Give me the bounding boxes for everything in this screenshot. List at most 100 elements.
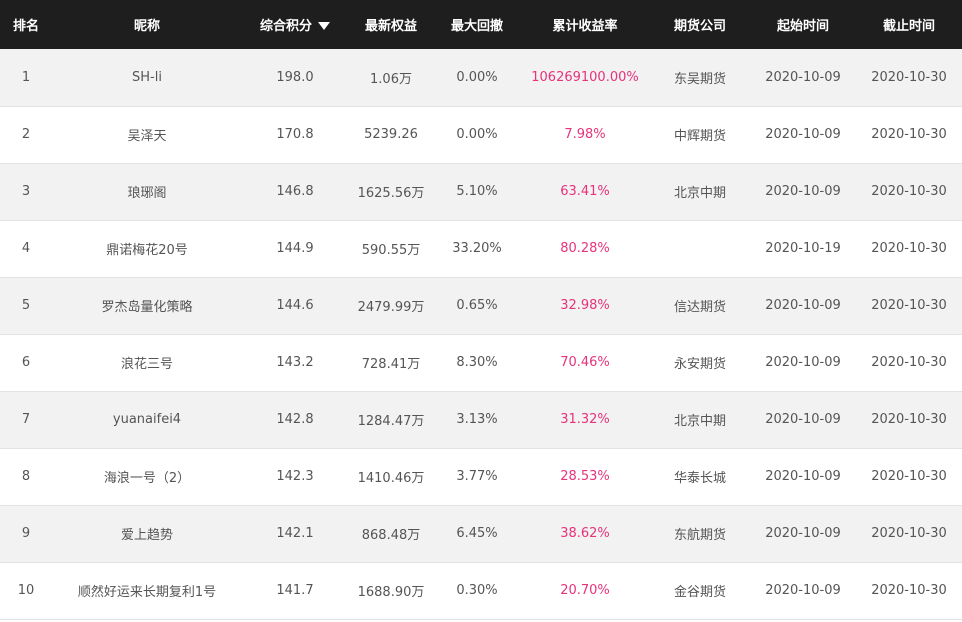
caret-down-icon[interactable]: [318, 21, 330, 30]
cell-company: 中辉期货: [673, 129, 726, 144]
header-score[interactable]: 综合积分: [242, 0, 348, 49]
cell-rank: 6: [21, 355, 31, 370]
cell-return: 38.62%: [560, 526, 610, 541]
cell-nickname[interactable]: 爱上趋势: [120, 528, 173, 543]
cell-return: 31.32%: [560, 412, 610, 427]
cell-company: 东吴期货: [673, 71, 726, 87]
cell-rank: 8: [21, 469, 31, 484]
header-company[interactable]: 期货公司: [673, 19, 726, 34]
cell-rank: 10: [17, 583, 35, 598]
cell-return: 20.70%: [560, 583, 610, 598]
cell-end: 2020-10-30: [871, 69, 947, 85]
cell-company: 金谷期货: [673, 585, 726, 600]
cell-rank: 4: [21, 241, 31, 256]
cell-end: 2020-10-30: [871, 469, 947, 484]
cell-start: 2020-10-09: [765, 526, 841, 541]
header-return[interactable]: 累计收益率: [552, 19, 618, 34]
cell-start: 2020-10-09: [765, 127, 841, 142]
cell-end: 2020-10-30: [871, 241, 947, 256]
header-rank[interactable]: 排名: [12, 19, 39, 34]
cell-drawdown: 33.20%: [452, 241, 502, 256]
table-row[interactable]: 6 浪花三号 143.2 728.41万 8.30% 70.46% 永安期货 2…: [0, 334, 962, 391]
cell-nickname[interactable]: 顺然好运来长期复利1号: [77, 585, 217, 600]
cell-nickname[interactable]: 罗杰岛量化策略: [101, 300, 193, 315]
cell-end: 2020-10-30: [871, 583, 947, 598]
table-row[interactable]: 7 yuanaifei4 142.8 1284.47万 3.13% 31.32%…: [0, 391, 962, 448]
cell-start: 2020-10-09: [765, 469, 841, 484]
cell-rank: 2: [21, 127, 31, 142]
cell-company: 北京中期: [673, 414, 726, 429]
cell-drawdown: 3.77%: [456, 469, 498, 484]
table-row[interactable]: 10 顺然好运来长期复利1号 141.7 1688.90万 0.30% 20.7…: [0, 562, 962, 619]
header-nickname[interactable]: 昵称: [133, 19, 160, 34]
cell-score: 141.7: [276, 583, 314, 598]
cell-start: 2020-10-09: [765, 69, 841, 85]
cell-score: 146.8: [276, 184, 314, 199]
cell-equity: 728.41万: [361, 357, 421, 372]
cell-score: 142.1: [276, 526, 314, 541]
cell-start: 2020-10-09: [765, 184, 841, 199]
cell-company: 华泰长城: [673, 471, 726, 486]
cell-company: 信达期货: [673, 300, 726, 315]
cell-drawdown: 0.30%: [456, 583, 498, 598]
cell-rank: 7: [21, 412, 31, 427]
cell-start: 2020-10-19: [765, 241, 841, 256]
cell-end: 2020-10-30: [871, 127, 947, 142]
table-body: 1 SH-li 198.0 1.06万 0.00% 106269100.00% …: [0, 49, 962, 619]
cell-start: 2020-10-09: [765, 583, 841, 598]
cell-rank: 9: [21, 526, 31, 541]
cell-end: 2020-10-30: [871, 298, 947, 313]
cell-nickname[interactable]: 吴泽天: [127, 129, 167, 144]
table-row[interactable]: 8 海浪一号（2） 142.3 1410.46万 3.77% 28.53% 华泰…: [0, 448, 962, 505]
cell-end: 2020-10-30: [871, 355, 947, 370]
table-row[interactable]: 9 爱上趋势 142.1 868.48万 6.45% 38.62% 东航期货 2…: [0, 505, 962, 562]
table-row[interactable]: 3 琅琊阁 146.8 1625.56万 5.10% 63.41% 北京中期 2…: [0, 163, 962, 220]
cell-score: 198.0: [276, 69, 314, 85]
table-row[interactable]: 2 吴泽天 170.8 5239.26 0.00% 7.98% 中辉期货 202…: [0, 106, 962, 163]
table-row[interactable]: 4 鼎诺梅花20号 144.9 590.55万 33.20% 80.28% 20…: [0, 220, 962, 277]
cell-drawdown: 8.30%: [456, 355, 498, 370]
cell-drawdown: 0.65%: [456, 298, 498, 313]
cell-equity: 868.48万: [361, 528, 421, 543]
header-end[interactable]: 截止时间: [882, 19, 935, 34]
cell-nickname[interactable]: 鼎诺梅花20号: [106, 243, 188, 258]
cell-end: 2020-10-30: [871, 412, 947, 427]
table-row[interactable]: 1 SH-li 198.0 1.06万 0.00% 106269100.00% …: [0, 49, 962, 106]
cell-nickname[interactable]: 海浪一号（2）: [103, 471, 191, 486]
cell-drawdown: 6.45%: [456, 526, 498, 541]
cell-drawdown: 5.10%: [456, 184, 498, 199]
cell-return: 106269100.00%: [531, 69, 639, 85]
cell-equity: 1688.90万: [357, 585, 425, 600]
cell-return: 32.98%: [560, 298, 610, 313]
cell-return: 80.28%: [560, 241, 610, 256]
cell-equity: 1.06万: [370, 71, 412, 87]
cell-equity: 1284.47万: [357, 414, 425, 429]
cell-score: 142.8: [276, 412, 314, 427]
cell-company: 北京中期: [673, 186, 726, 201]
cell-score: 170.8: [276, 127, 314, 142]
cell-start: 2020-10-09: [765, 412, 841, 427]
header-equity[interactable]: 最新权益: [364, 19, 417, 34]
cell-nickname[interactable]: yuanaifei4: [112, 412, 182, 427]
cell-nickname[interactable]: 浪花三号: [120, 357, 173, 372]
header-drawdown[interactable]: 最大回撤: [450, 19, 503, 34]
cell-drawdown: 0.00%: [456, 127, 498, 142]
cell-drawdown: 0.00%: [456, 69, 498, 85]
table-row[interactable]: 5 罗杰岛量化策略 144.6 2479.99万 0.65% 32.98% 信达…: [0, 277, 962, 334]
cell-return: 63.41%: [560, 184, 610, 199]
cell-return: 7.98%: [564, 127, 606, 142]
cell-score: 144.9: [276, 241, 314, 256]
cell-start: 2020-10-09: [765, 298, 841, 313]
header-start[interactable]: 起始时间: [776, 19, 829, 34]
cell-equity: 5239.26: [364, 127, 418, 142]
table-header-row: 排名 昵称 综合积分 最新权益 最大回撤 累计收益率 期货公司 起始时间 截止时…: [0, 0, 962, 49]
cell-equity: 590.55万: [361, 243, 421, 258]
header-score-label: 综合积分: [259, 19, 312, 34]
cell-nickname[interactable]: 琅琊阁: [127, 186, 167, 201]
cell-return: 28.53%: [560, 469, 610, 484]
cell-score: 144.6: [276, 298, 314, 313]
cell-rank: 3: [21, 184, 31, 199]
cell-nickname[interactable]: SH-li: [132, 69, 162, 85]
cell-end: 2020-10-30: [871, 526, 947, 541]
